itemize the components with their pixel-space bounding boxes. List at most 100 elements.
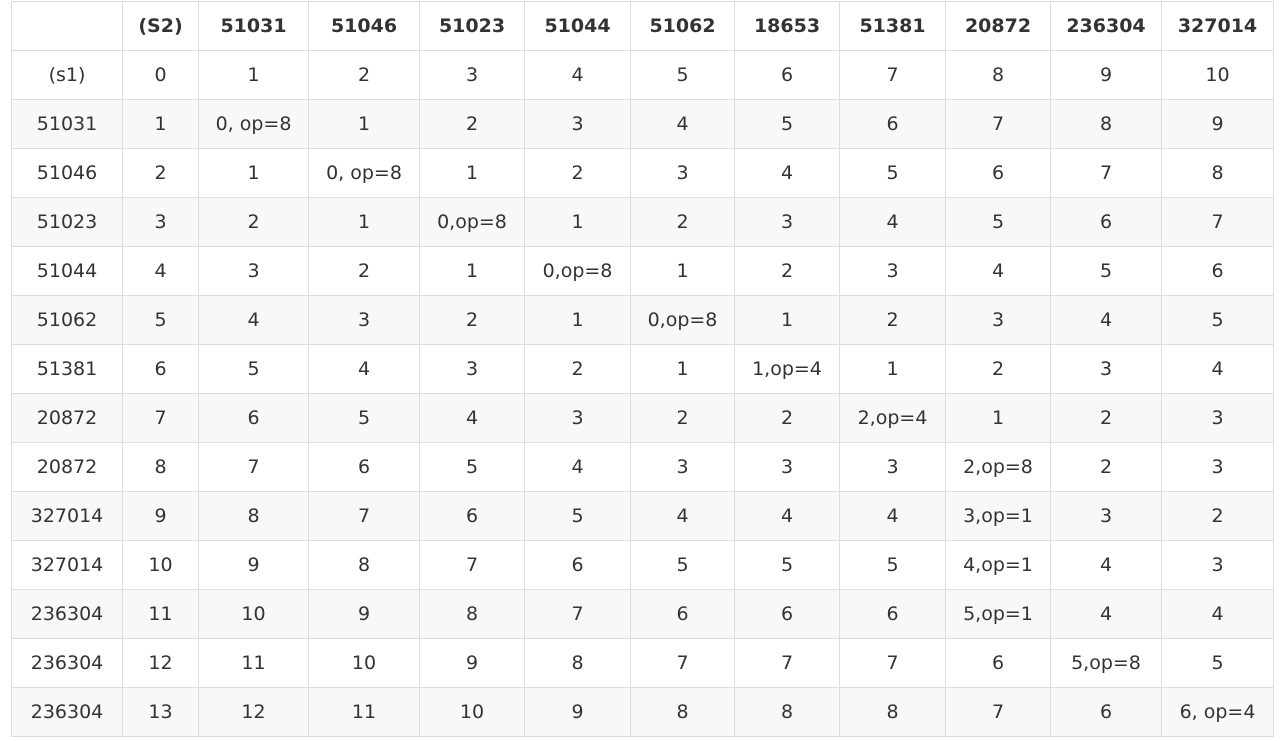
table-cell: 10: [122, 540, 199, 590]
table-cell: 6: [839, 99, 946, 149]
table-cell: 5: [630, 50, 735, 100]
table-cell: 7: [122, 393, 199, 443]
column-header: 18653: [734, 1, 840, 51]
table-row: 51031 1 0, op=8 1 2 3 4 5 6 7 8 9: [11, 99, 1274, 149]
row-header-cell: 327014: [11, 540, 123, 590]
table-cell: 9: [419, 638, 525, 688]
table-cell: 4: [1161, 589, 1274, 639]
table-row: 20872 8 7 6 5 4 3 3 3 2,op=8 2 3: [11, 442, 1274, 492]
table-cell: 7: [308, 491, 420, 541]
table-cell: 3: [1050, 491, 1162, 541]
table-cell: 3: [734, 442, 840, 492]
row-header-cell: 51381: [11, 344, 123, 394]
table-cell: 7: [839, 638, 946, 688]
table-cell: 1: [630, 344, 735, 394]
table-cell: 4: [122, 246, 199, 296]
table-row: 236304 11 10 9 8 7 6 6 6 5,op=1 4 4: [11, 589, 1274, 639]
table-cell: 2: [419, 295, 525, 345]
row-header-cell: 51031: [11, 99, 123, 149]
table-cell: 3,op=1: [945, 491, 1051, 541]
table-cell: 1: [839, 344, 946, 394]
table-row: 51381 6 5 4 3 2 1 1,op=4 1 2 3 4: [11, 344, 1274, 394]
table-cell: 8: [839, 687, 946, 737]
table-cell: 9: [198, 540, 309, 590]
table-cell: 4: [734, 148, 840, 198]
table-cell: 9: [1050, 50, 1162, 100]
row-header-cell: 20872: [11, 442, 123, 492]
table-cell: 6: [945, 148, 1051, 198]
table-cell: 2: [419, 99, 525, 149]
table-cell: 6: [839, 589, 946, 639]
table-cell: 1: [122, 99, 199, 149]
table-cell: 10: [1161, 50, 1274, 100]
table-cell: 2: [122, 148, 199, 198]
table-cell: 3: [1161, 393, 1274, 443]
row-header-cell: 327014: [11, 491, 123, 541]
table-cell: 1,op=4: [734, 344, 840, 394]
table-row: 51023 3 2 1 0,op=8 1 2 3 4 5 6 7: [11, 197, 1274, 247]
table-cell: 7: [198, 442, 309, 492]
table-cell: 4: [630, 491, 735, 541]
row-header-cell: 236304: [11, 687, 123, 737]
table-cell: 5: [734, 540, 840, 590]
table-row: 20872 7 6 5 4 3 2 2 2,op=4 1 2 3: [11, 393, 1274, 443]
table-row: 51044 4 3 2 1 0,op=8 1 2 3 4 5 6: [11, 246, 1274, 296]
table-cell: 3: [1161, 442, 1274, 492]
table-cell: 6: [198, 393, 309, 443]
column-header: 20872: [945, 1, 1051, 51]
table-cell: 7: [945, 99, 1051, 149]
table-cell: 8: [524, 638, 631, 688]
column-header: 236304: [1050, 1, 1162, 51]
edit-distance-table: (S2) 51031 51046 51023 51044 51062 18653 51381 2…: [11, 1, 1274, 737]
corner-header-cell: [11, 1, 123, 51]
table-cell: 5: [734, 99, 840, 149]
column-header: 51381: [839, 1, 946, 51]
table-cell: 5: [1050, 246, 1162, 296]
table-cell: 4: [308, 344, 420, 394]
row-header-cell: 51062: [11, 295, 123, 345]
row-header-cell: 236304: [11, 638, 123, 688]
table-cell: 4,op=1: [945, 540, 1051, 590]
table-cell: 5,op=1: [945, 589, 1051, 639]
table-cell: 5: [122, 295, 199, 345]
table-cell: 5: [630, 540, 735, 590]
table-row: 51062 5 4 3 2 1 0,op=8 1 2 3 4 5: [11, 295, 1274, 345]
table-cell: 5: [308, 393, 420, 443]
table-cell: 4: [1050, 540, 1162, 590]
table-cell: 5: [839, 148, 946, 198]
table-cell: 3: [945, 295, 1051, 345]
table-cell: 1: [198, 148, 309, 198]
table-cell: 3: [1050, 344, 1162, 394]
table-cell: 5: [839, 540, 946, 590]
table-cell: 3: [122, 197, 199, 247]
table-cell: 4: [1050, 295, 1162, 345]
table-row: 236304 12 11 10 9 8 7 7 7 6 5,op=8 5: [11, 638, 1274, 688]
table-cell: 0,op=8: [419, 197, 525, 247]
table-cell: 2: [630, 393, 735, 443]
column-header: 51023: [419, 1, 525, 51]
table-row: 51046 2 1 0, op=8 1 2 3 4 5 6 7 8: [11, 148, 1274, 198]
column-header: 327014: [1161, 1, 1274, 51]
table-cell: 6: [122, 344, 199, 394]
table-cell: 2: [198, 197, 309, 247]
table-cell: 8: [122, 442, 199, 492]
table-cell: 4: [524, 442, 631, 492]
row-header-cell: 51046: [11, 148, 123, 198]
table-cell: 0, op=8: [308, 148, 420, 198]
table-cell: 2: [524, 148, 631, 198]
row-header-cell: 51023: [11, 197, 123, 247]
table-cell: 5: [198, 344, 309, 394]
table-cell: 13: [122, 687, 199, 737]
column-header: 51046: [308, 1, 420, 51]
table-cell: 3: [419, 50, 525, 100]
row-header-cell: 20872: [11, 393, 123, 443]
table-cell: 6: [734, 589, 840, 639]
table-cell: 9: [1161, 99, 1274, 149]
table-cell: 7: [839, 50, 946, 100]
table-cell: 5: [524, 491, 631, 541]
table-cell: 6: [524, 540, 631, 590]
table-cell: 4: [419, 393, 525, 443]
table-cell: 11: [122, 589, 199, 639]
table-cell: 6: [1050, 687, 1162, 737]
table-cell: 8: [308, 540, 420, 590]
